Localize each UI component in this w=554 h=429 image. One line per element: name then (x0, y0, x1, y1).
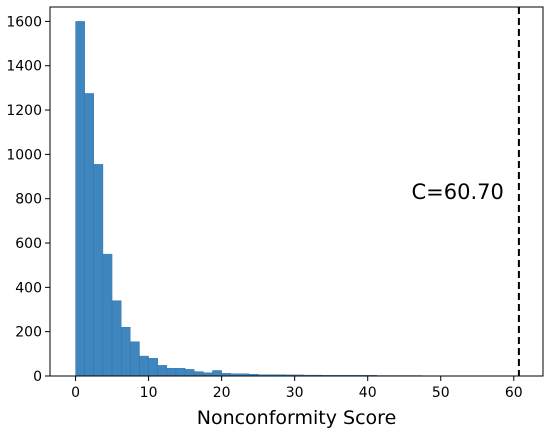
histogram-bar (84, 93, 95, 377)
y-tick-label: 400 (15, 280, 42, 296)
bars-group (75, 21, 441, 377)
histogram-bar (111, 300, 122, 377)
histogram-bar (166, 368, 177, 377)
y-tick-label: 200 (15, 325, 42, 341)
histogram-bar (139, 355, 149, 377)
x-tick-label: 20 (213, 385, 231, 401)
histogram-bar (157, 365, 168, 377)
threshold-label: C=60.70 (412, 180, 504, 204)
histogram-bar (130, 341, 140, 377)
y-ticks-group: 0 200 400 600 800 1000 1200 1400 1600 (6, 14, 50, 385)
histogram-bar (194, 371, 204, 377)
x-tick-label: 40 (359, 385, 377, 401)
y-tick-label: 800 (15, 192, 42, 208)
x-tick-label: 30 (286, 385, 304, 401)
x-tick-label: 50 (432, 385, 450, 401)
histogram-bar (93, 164, 104, 377)
histogram-bar (148, 358, 158, 377)
x-axis-label: Nonconformity Score (197, 407, 397, 429)
y-tick-label: 0 (33, 369, 42, 385)
x-tick-label: 60 (505, 385, 523, 401)
y-tick-label: 600 (15, 236, 42, 252)
histogram-bar (184, 369, 195, 377)
x-tick-label: 10 (140, 385, 158, 401)
plot-frame (49, 6, 544, 377)
histogram-bar (75, 21, 85, 377)
histogram-bar (121, 327, 131, 377)
y-tick-label: 1200 (6, 103, 42, 119)
x-ticks-group: 0 10 20 30 40 50 60 (71, 376, 523, 401)
y-tick-label: 1400 (6, 59, 42, 75)
y-tick-label: 1000 (6, 147, 42, 163)
histogram-bar (102, 253, 113, 377)
histogram-bar (212, 370, 222, 377)
histogram-bar (175, 368, 186, 377)
x-tick-label: 0 (71, 385, 80, 401)
y-tick-label: 1600 (6, 14, 42, 30)
